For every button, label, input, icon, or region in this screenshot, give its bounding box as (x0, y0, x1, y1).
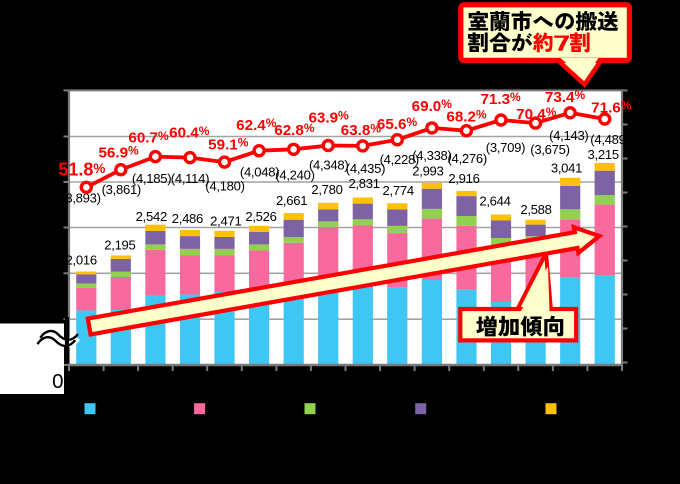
svg-text:(4,143): (4,143) (549, 128, 588, 143)
svg-text:(3,675): (3,675) (530, 142, 569, 157)
svg-text:2,916: 2,916 (448, 171, 479, 186)
svg-text:63.8%: 63.8% (341, 121, 382, 139)
svg-text:0: 0 (52, 370, 63, 393)
svg-text:2,831: 2,831 (348, 176, 379, 191)
svg-text:2,774: 2,774 (383, 183, 414, 198)
svg-text:71.3%: 71.3% (480, 90, 521, 108)
svg-text:(3,709): (3,709) (486, 140, 525, 155)
svg-text:62.8%: 62.8% (274, 121, 315, 139)
svg-text:2,526: 2,526 (245, 209, 276, 224)
svg-text:2,780: 2,780 (311, 182, 342, 197)
svg-text:2,195: 2,195 (104, 237, 135, 252)
svg-text:3,215: 3,215 (588, 147, 619, 162)
svg-text:2,471: 2,471 (210, 213, 241, 228)
svg-text:2,542: 2,542 (136, 209, 167, 224)
svg-text:(3,893): (3,893) (61, 191, 100, 206)
svg-text:2,644: 2,644 (479, 194, 510, 209)
svg-text:60.4%: 60.4% (169, 124, 210, 142)
svg-text:(4,185): (4,185) (132, 171, 171, 186)
svg-text:(3,861): (3,861) (102, 182, 141, 197)
svg-text:68.2%: 68.2% (446, 108, 487, 126)
svg-text:63.9%: 63.9% (308, 109, 349, 127)
svg-text:51.8%: 51.8% (58, 160, 105, 180)
svg-text:69.0%: 69.0% (412, 97, 453, 115)
svg-text:(4,338): (4,338) (412, 148, 451, 163)
svg-text:(4,048): (4,048) (240, 165, 279, 180)
svg-text:60.7%: 60.7% (128, 129, 169, 147)
svg-text:(4,114): (4,114) (171, 171, 209, 186)
svg-text:65.6%: 65.6% (377, 115, 418, 133)
svg-text:(4,228): (4,228) (380, 152, 419, 167)
svg-text:2,661: 2,661 (276, 193, 307, 208)
svg-text:3,041: 3,041 (551, 160, 582, 175)
svg-text:(4,276): (4,276) (448, 151, 487, 166)
svg-text:59.1%: 59.1% (208, 136, 249, 154)
svg-text:(4,180): (4,180) (205, 179, 244, 194)
svg-text:2,486: 2,486 (172, 211, 203, 226)
svg-text:(4,348): (4,348) (309, 157, 348, 172)
svg-text:(4,489): (4,489) (590, 132, 629, 147)
svg-text:(4,435): (4,435) (346, 161, 385, 176)
svg-text:2,993: 2,993 (412, 164, 443, 179)
svg-text:70.4%: 70.4% (516, 105, 557, 123)
svg-text:71.6%: 71.6% (591, 99, 632, 117)
svg-text:(4,240): (4,240) (275, 167, 314, 182)
svg-text:2,588: 2,588 (520, 202, 551, 217)
svg-text:2,016: 2,016 (66, 252, 97, 267)
svg-text:73.4%: 73.4% (545, 88, 586, 106)
svg-text:62.4%: 62.4% (236, 116, 277, 134)
svg-text:56.9%: 56.9% (98, 144, 139, 162)
